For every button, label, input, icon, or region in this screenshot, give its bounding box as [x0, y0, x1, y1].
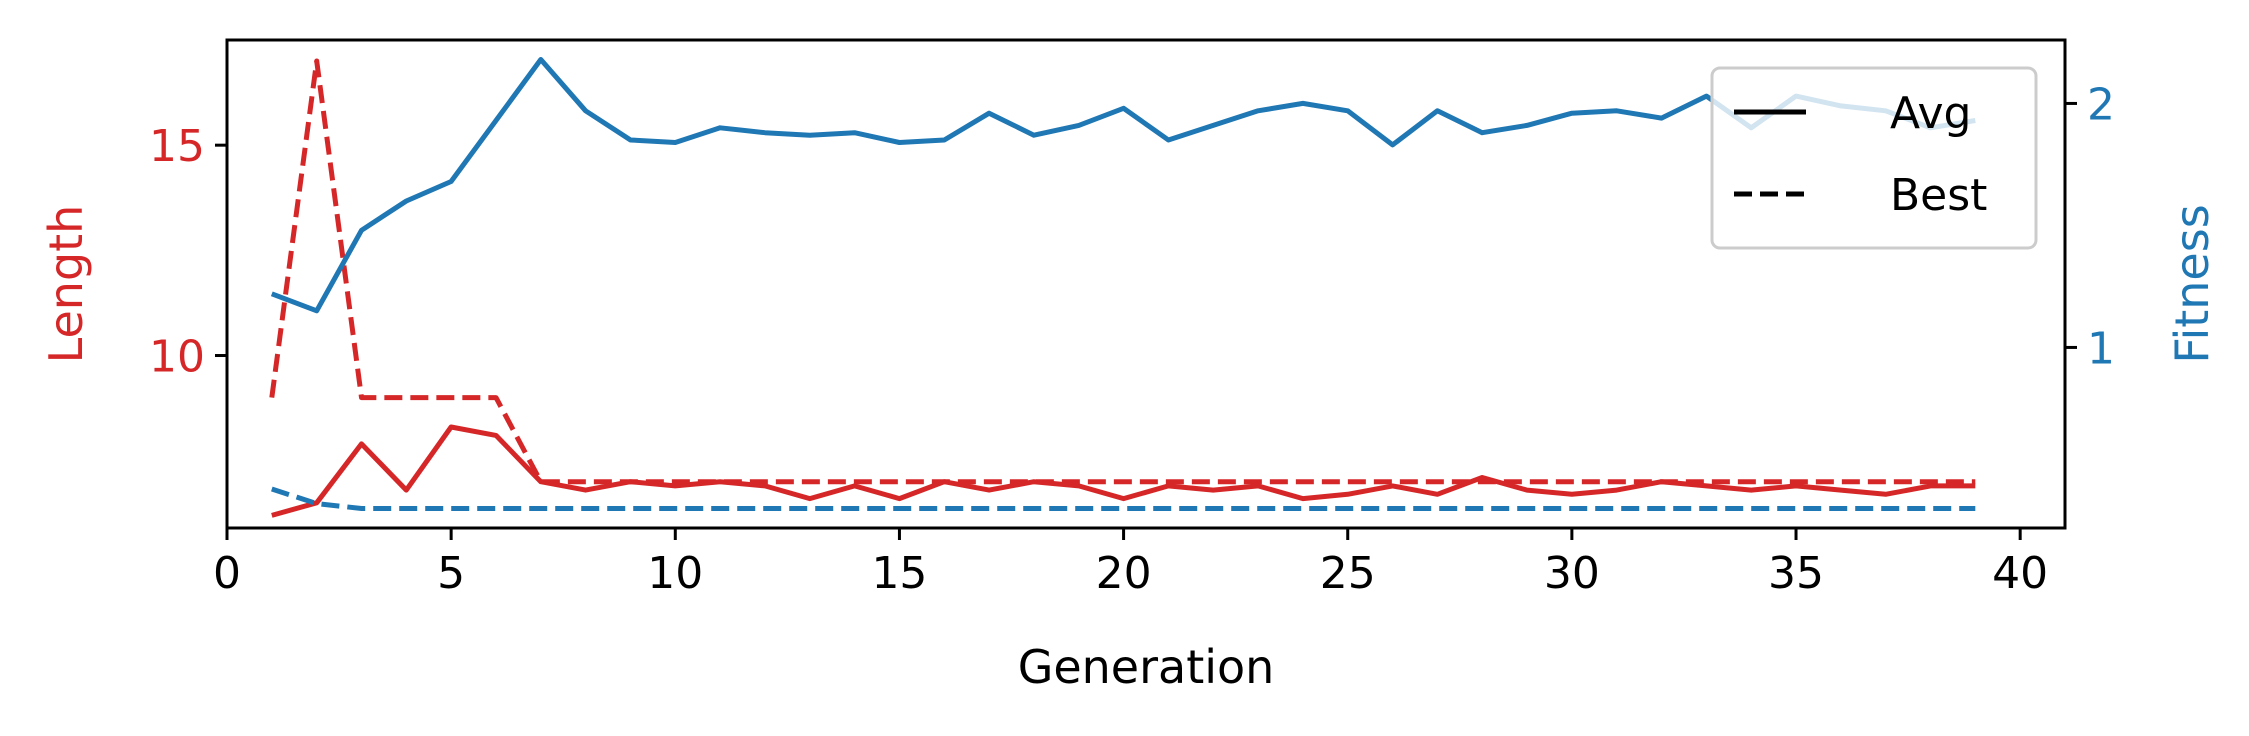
- plot-frame: [225, 38, 2067, 530]
- x-tick-label: 0: [213, 548, 241, 599]
- y-left-tick-label: 10: [149, 332, 205, 383]
- x-tick-label: 20: [1096, 548, 1152, 599]
- series-length-best: [269, 58, 1976, 485]
- x-tick-label: 5: [437, 548, 465, 599]
- series-layer: [269, 57, 1976, 518]
- legend: Avg Best: [1710, 66, 2038, 250]
- y-axis-label-right: Fitness: [2165, 204, 2219, 363]
- y-right-tick-label: 2: [2087, 79, 2115, 130]
- y-axis-label-left: Length: [39, 205, 93, 364]
- x-tick-label: 15: [871, 548, 927, 599]
- x-axis-label: Generation: [1018, 640, 1275, 694]
- y-left-tick-label: 15: [149, 121, 205, 172]
- legend-box: [1710, 66, 2038, 250]
- y-right-tick-label: 1: [2087, 323, 2115, 374]
- x-tick-label: 10: [647, 548, 703, 599]
- x-tick-label: 40: [1992, 548, 2048, 599]
- series-fitness-best: [271, 486, 1976, 511]
- legend-label-avg: Avg: [1890, 88, 1972, 139]
- x-tick-label: 30: [1544, 548, 1600, 599]
- x-tick-label: 35: [1768, 548, 1824, 599]
- ticks-layer: 0 5 10 15 20 25 30 35 40 10 15 1 2: [149, 79, 2115, 599]
- x-tick-label: 25: [1320, 548, 1376, 599]
- series-length-avg: [271, 424, 1976, 518]
- series-fitness-avg: [270, 57, 1976, 314]
- legend-label-best: Best: [1890, 170, 1987, 221]
